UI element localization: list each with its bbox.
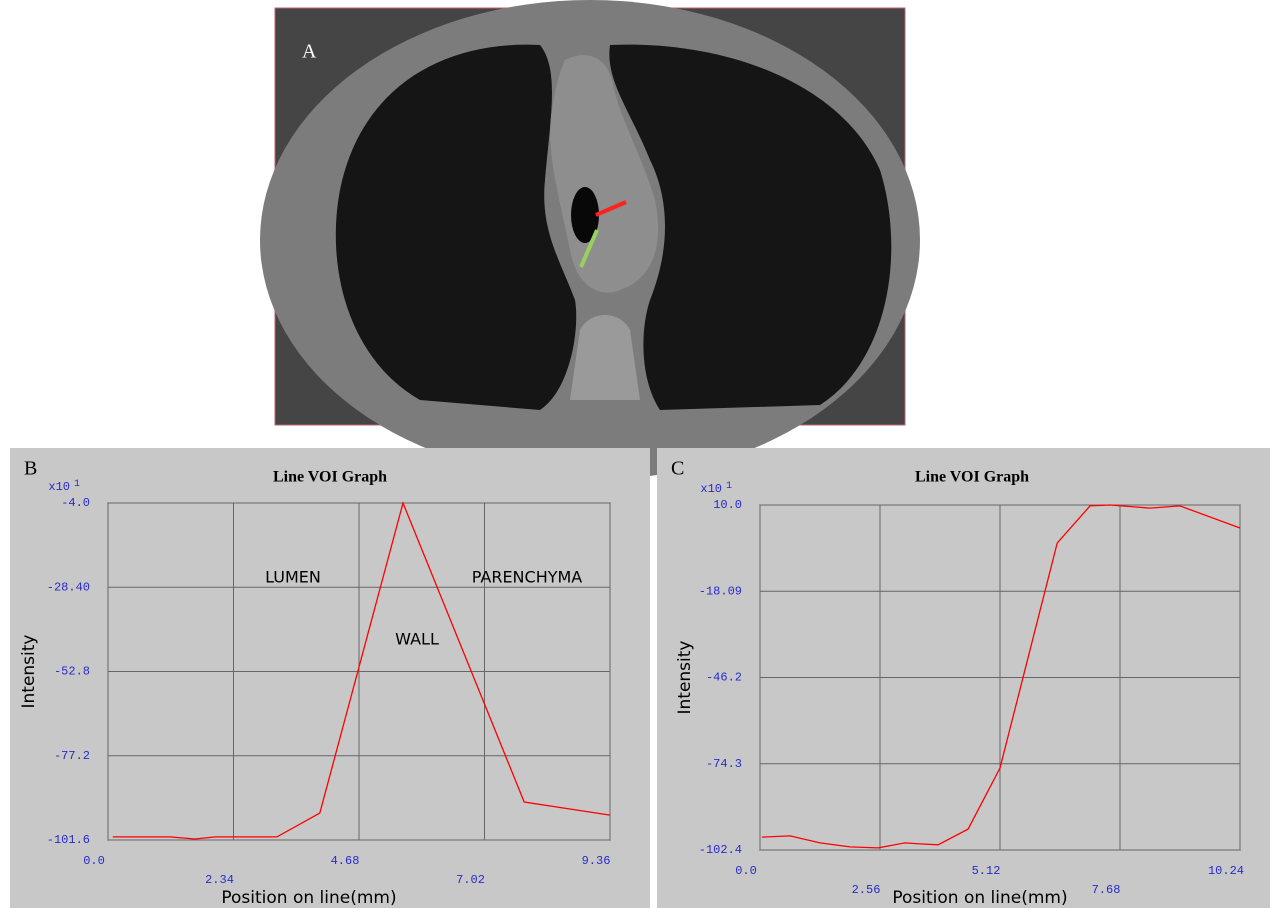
- panel-background: [10, 448, 650, 908]
- y-tick-label: -74.3: [706, 757, 742, 771]
- ct-image: A: [260, 0, 920, 480]
- y-tick-label: -18.09: [699, 584, 742, 598]
- y-axis-label: Intensity: [675, 641, 695, 715]
- chart-panel: -4.0 -28.40 -52.8 -77.2 -101.6 0.0 2.34 4.68 7.0…: [10, 448, 650, 908]
- x-tick-label: 2.56: [852, 883, 881, 897]
- x-tick-label: 7.68: [1092, 883, 1121, 897]
- y-multiplier-base: x10: [700, 482, 722, 496]
- x-tick-label: 4.68: [331, 854, 360, 868]
- panel-label: B: [24, 458, 37, 480]
- x-tick-label: 10.24: [1208, 864, 1244, 878]
- y-tick-label: -4.0: [61, 496, 90, 510]
- y-tick-label: -101.6: [47, 833, 90, 847]
- x-axis-label: Position on line(mm): [892, 888, 1067, 908]
- annotation: WALL: [395, 630, 439, 649]
- x-tick-label: 2.34: [205, 873, 234, 887]
- y-axis-label: Intensity: [19, 635, 39, 709]
- y-tick-label: -46.2: [706, 671, 742, 685]
- y-tick-label: -28.40: [47, 580, 90, 594]
- x-tick-label: 0.0: [735, 864, 757, 878]
- panel-label: A: [302, 41, 317, 63]
- annotation: LUMEN: [265, 568, 321, 587]
- y-tick-label: 10.0: [713, 498, 742, 512]
- y-tick-label: -77.2: [54, 749, 90, 763]
- x-axis-label: Position on line(mm): [221, 888, 396, 908]
- annotation: PARENCHYMA: [472, 568, 583, 587]
- chart-title: Line VOI Graph: [915, 469, 1029, 486]
- x-tick-label: 0.0: [83, 854, 105, 868]
- y-multiplier-base: x10: [48, 480, 70, 494]
- panel-label: C: [671, 458, 684, 480]
- page: {"image_panel": {"label": "A"}, "chart_d…: [0, 0, 1272, 908]
- figure: A -4.0 -28.40 -52.8 -77.2 -101.6 0.0 2.34 4.68 7…: [0, 0, 1272, 908]
- y-tick-label: -52.8: [54, 665, 90, 679]
- y-multiplier-exponent: 1: [74, 479, 80, 490]
- x-tick-label: 7.02: [456, 873, 485, 887]
- x-tick-label: 5.12: [972, 864, 1001, 878]
- y-tick-label: -102.4: [699, 843, 742, 857]
- chart-panel: 10.0 -18.09 -46.2 -74.3 -102.4 0.0 2.56 5.12 7.6…: [657, 448, 1270, 908]
- x-tick-label: 9.36: [582, 854, 611, 868]
- chart-title: Line VOI Graph: [273, 469, 387, 486]
- y-multiplier-exponent: 1: [726, 481, 732, 492]
